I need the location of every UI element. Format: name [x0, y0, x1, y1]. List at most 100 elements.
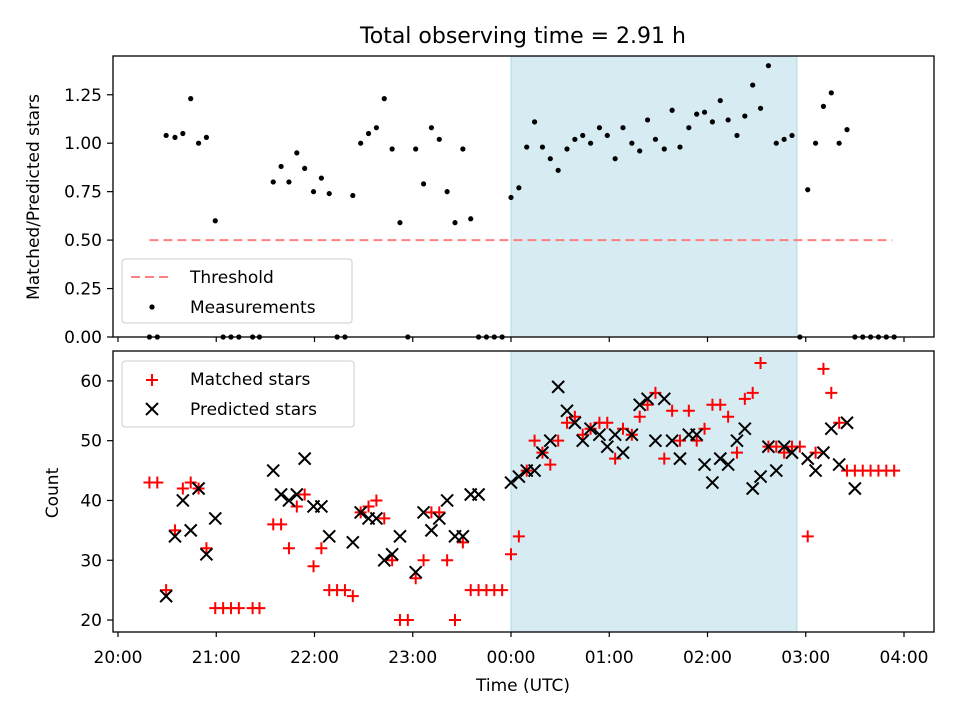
matched-point	[417, 554, 430, 567]
predicted-point	[840, 416, 854, 430]
matched-point	[576, 428, 589, 441]
measurement-point	[524, 144, 530, 150]
x-tick-label: 03:00	[781, 648, 830, 668]
predicted-point	[713, 451, 727, 466]
predicted-point	[353, 505, 368, 520]
predicted-point	[697, 457, 712, 472]
measurement-point	[318, 175, 324, 181]
measurement-point	[765, 63, 772, 69]
matched-point	[496, 584, 509, 597]
predicted-point	[322, 529, 336, 544]
predicted-point	[730, 433, 744, 448]
legend-measurement-label: Measurements	[190, 298, 316, 318]
measurement-point	[428, 125, 435, 131]
measurement-point	[350, 192, 356, 199]
measurement-point	[637, 148, 643, 154]
measurement-point	[725, 117, 731, 123]
predicted-point	[208, 511, 222, 526]
measurement-point	[539, 144, 546, 150]
predicted-point	[393, 529, 407, 544]
bottom-y-tick-label: 40	[80, 491, 102, 511]
x-tick-label: 01:00	[585, 648, 634, 668]
matched-point	[528, 434, 541, 447]
top-axes-frame	[112, 55, 935, 338]
matched-point	[168, 524, 181, 537]
measurement-point	[508, 194, 514, 201]
measurement-point	[460, 146, 466, 152]
measurement-point	[452, 220, 458, 226]
predicted-point	[290, 487, 304, 502]
matched-point	[362, 500, 375, 513]
predicted-point	[832, 457, 846, 472]
predicted-point	[266, 463, 280, 478]
measurement-point	[381, 96, 387, 102]
top-x-ticks	[117, 337, 905, 342]
matched-point	[682, 404, 695, 417]
predicted-point	[608, 427, 622, 442]
predicted-point	[535, 445, 550, 460]
predicted-point	[297, 451, 312, 466]
x-axis-label: Time (UTC)	[475, 676, 570, 696]
predicted-point	[176, 493, 190, 508]
bottom-legend-box	[121, 360, 355, 428]
predicted-point	[616, 445, 630, 460]
measurement-point	[669, 107, 675, 113]
measurement-point	[302, 165, 308, 171]
matched-point	[184, 476, 197, 489]
matched-point	[378, 512, 391, 525]
measurement-point	[709, 119, 716, 125]
measurement-point	[468, 216, 474, 222]
matched-point	[817, 362, 830, 375]
predicted-point	[808, 463, 823, 478]
matched-point	[801, 530, 814, 543]
matched-point	[505, 548, 517, 561]
predicted-point	[648, 433, 663, 448]
predicted-point	[432, 511, 446, 526]
predicted-point	[551, 380, 565, 394]
matched-point	[200, 542, 213, 555]
predicted-point	[543, 433, 558, 448]
measurement-point	[188, 96, 194, 102]
predicted-point	[633, 398, 647, 412]
measurement-point	[203, 134, 210, 140]
predicted-point	[657, 392, 671, 406]
measurement-point	[195, 140, 202, 146]
measurement-point	[620, 125, 626, 131]
predicted-point	[785, 445, 799, 460]
legend-matched-label: Matched stars	[190, 370, 310, 390]
matched-point	[609, 452, 622, 465]
matched-point	[770, 440, 783, 453]
matched-point	[176, 482, 189, 495]
measurement-point	[701, 109, 708, 115]
predicted-point	[592, 427, 607, 442]
bottom-y-axis: 20 30 40 50 60	[80, 372, 113, 631]
predicted-point	[824, 422, 839, 436]
top-highlight-span	[510, 55, 798, 338]
x-tick-label: 00:00	[487, 648, 536, 668]
measurement-point	[717, 97, 723, 104]
predicted-point	[424, 523, 439, 538]
predicted-point	[385, 547, 399, 561]
measurement-point	[604, 132, 610, 139]
predicted-point	[640, 392, 655, 406]
matched-point	[754, 356, 767, 369]
measurement-point	[781, 136, 787, 142]
matched-point	[793, 440, 806, 453]
measurement-point	[612, 156, 618, 162]
measurement-point	[270, 179, 276, 185]
predicted-point	[346, 535, 360, 550]
matched-point	[690, 434, 703, 447]
measurement-point	[294, 150, 300, 156]
top-y-tick-label: 0.75	[64, 183, 102, 203]
predicted-point	[314, 499, 329, 514]
matched-point	[714, 398, 727, 411]
matched-point	[746, 386, 759, 399]
ratio-panel: 0.00 0.25 0.50 0.75 1.00 1.25 Matched/Predict…	[24, 55, 935, 348]
predicted-point	[665, 433, 679, 448]
matched-point	[888, 464, 901, 477]
top-y-tick-label: 1.00	[64, 134, 102, 154]
bottom-axes-frame	[112, 350, 935, 633]
predicted-point	[560, 404, 574, 418]
measurement-point	[629, 140, 635, 146]
predicted-point	[282, 493, 296, 508]
